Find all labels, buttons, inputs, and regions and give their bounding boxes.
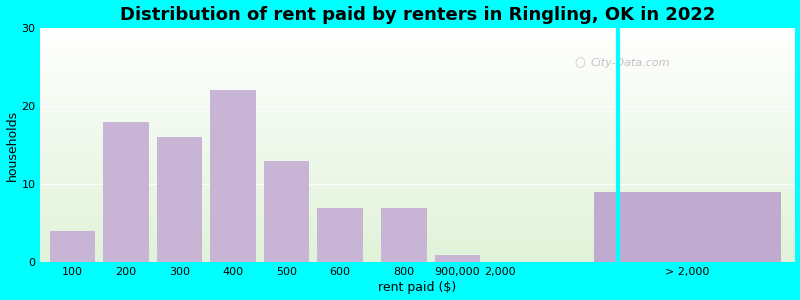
Bar [157, 137, 202, 262]
Bar [50, 231, 95, 262]
X-axis label: rent paid ($): rent paid ($) [378, 281, 457, 294]
Title: Distribution of rent paid by renters in Ringling, OK in 2022: Distribution of rent paid by renters in … [120, 6, 715, 24]
Text: ○: ○ [574, 57, 585, 70]
Bar [264, 161, 309, 262]
Y-axis label: households: households [6, 110, 18, 181]
Bar [594, 192, 781, 262]
Bar [382, 208, 426, 262]
Bar [434, 255, 480, 262]
Text: City-Data.com: City-Data.com [591, 58, 670, 68]
Bar [210, 90, 255, 262]
Bar [103, 122, 149, 262]
Bar [317, 208, 362, 262]
